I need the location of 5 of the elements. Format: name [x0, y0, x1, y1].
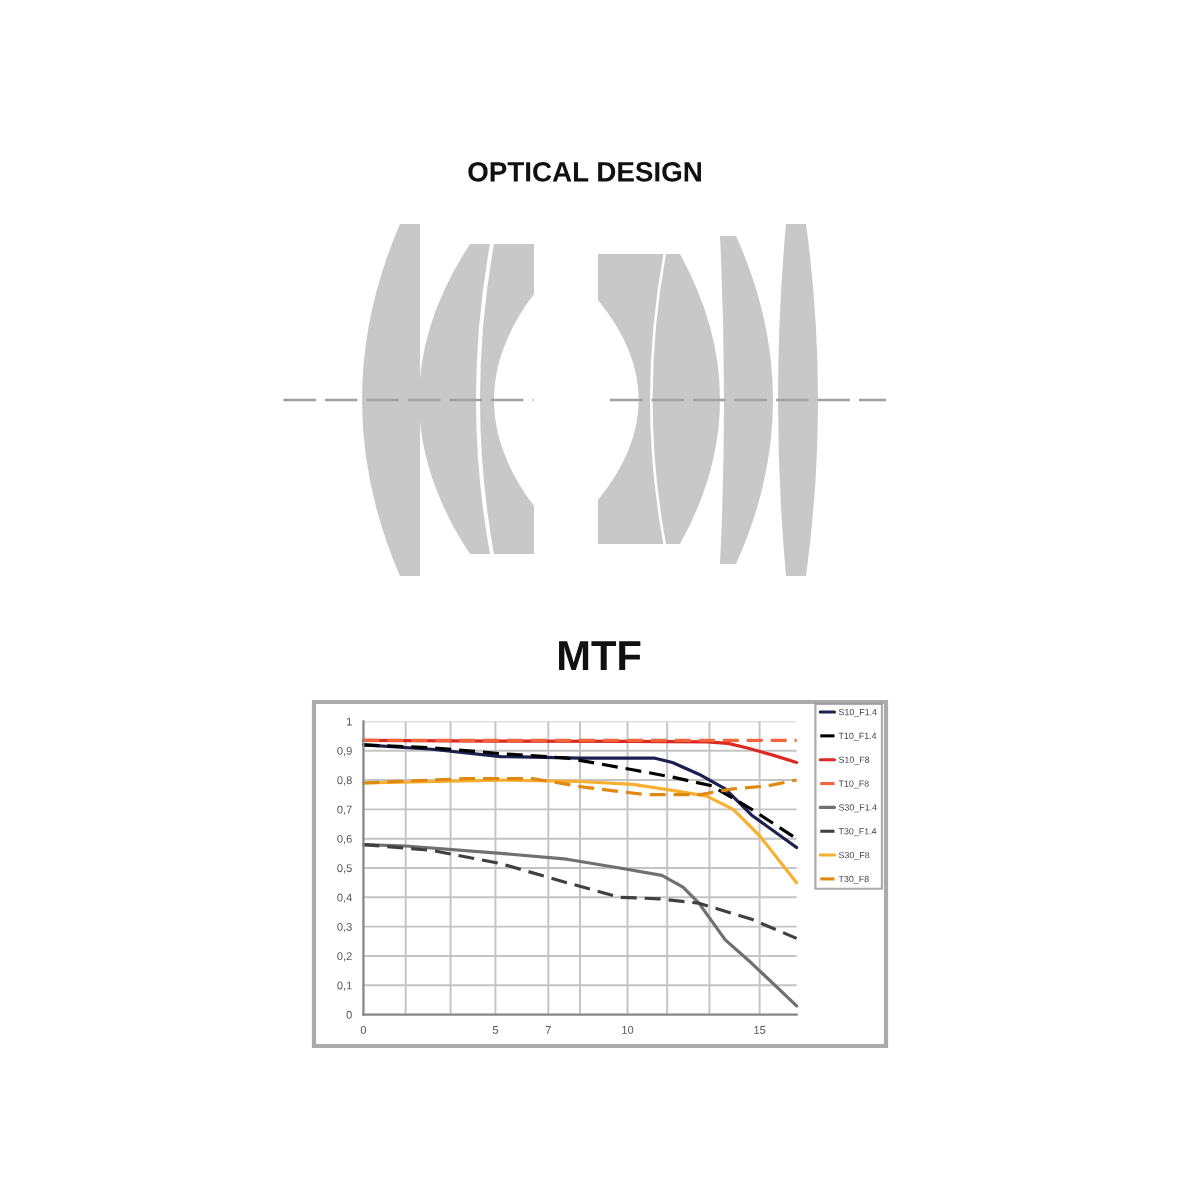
line-series — [361, 842, 799, 940]
line-series — [361, 776, 799, 797]
chart-title: MTF — [559, 641, 641, 671]
line-series — [361, 778, 799, 885]
text: OPTICAL DESIGN — [468, 161, 701, 182]
